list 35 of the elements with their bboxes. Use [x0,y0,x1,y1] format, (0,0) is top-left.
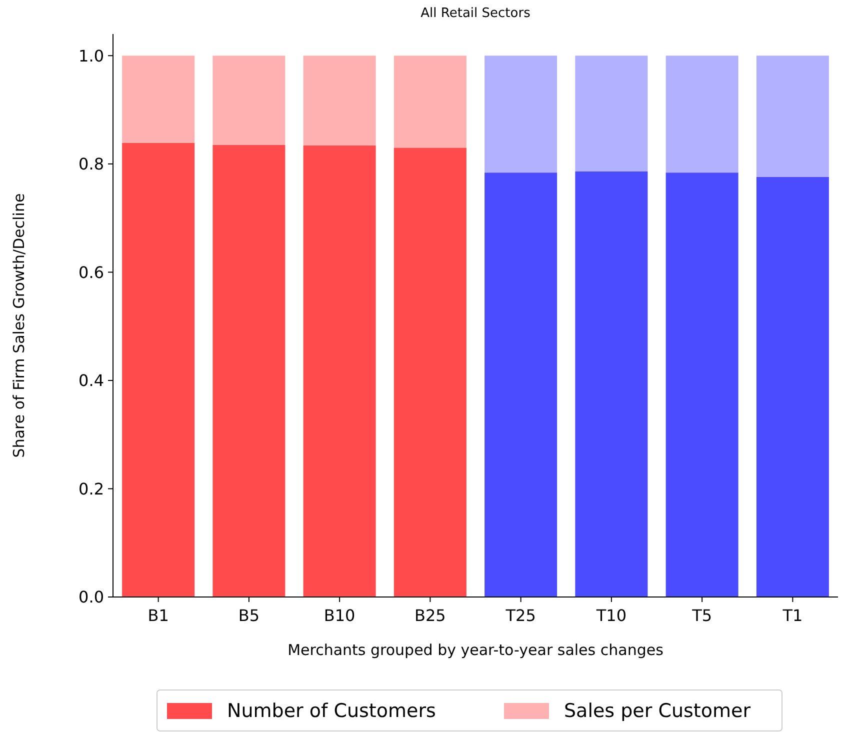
bar [303,56,376,146]
x-tick-label: B10 [324,606,356,625]
x-tick-label: B1 [148,606,169,625]
bar [212,56,286,145]
bar [394,56,466,148]
y-tick-label: 0.6 [78,262,104,282]
bar [666,56,738,173]
bar [303,146,376,597]
x-tick-label: B25 [414,606,446,625]
y-tick-label: 0.8 [78,154,104,174]
x-tick-label: B5 [238,606,260,625]
bar [122,56,195,143]
bar [394,148,466,597]
bar [484,172,558,597]
bar [756,56,829,177]
bar [756,176,829,597]
y-axis-title: Share of Firm Sales Growth/Decline [10,193,28,458]
bar [212,144,286,597]
bar [122,142,195,597]
legend-label: Sales per Customer [564,700,751,722]
bar [484,56,558,173]
y-tick-label: 1.0 [78,46,104,66]
x-tick-label: T25 [504,606,536,625]
legend-label: Number of Customers [227,700,436,722]
bar [666,172,738,597]
bar [575,172,648,597]
y-tick-label: 0.4 [78,371,104,390]
x-tick-label: T1 [782,606,803,625]
bar [575,56,648,172]
x-axis-title: Merchants grouped by year-to-year sales changes [288,641,664,659]
y-tick-label: 0.0 [78,588,104,607]
y-tick-label: 0.2 [78,479,104,498]
x-tick-label: T10 [595,606,627,625]
x-tick-label: T5 [691,606,712,625]
chart-title: All Retail Sectors [420,6,531,21]
